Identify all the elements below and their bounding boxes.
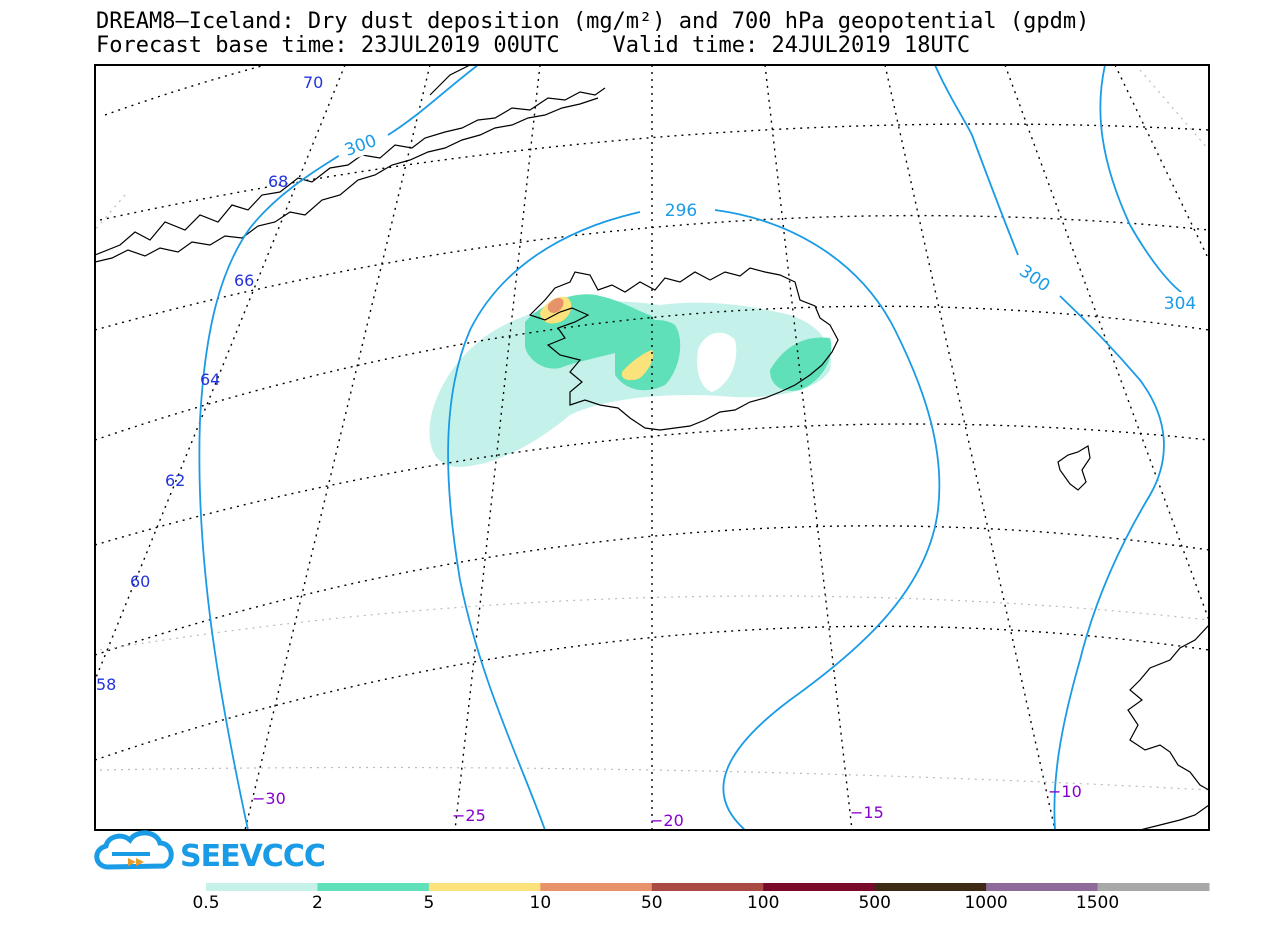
lat-label-64: 64 xyxy=(200,370,220,389)
lat-label-62: 62 xyxy=(165,471,185,490)
contour-label-304: 304 xyxy=(1164,294,1196,314)
legend-label: 5 xyxy=(423,893,434,913)
legend-label: 100 xyxy=(747,893,779,913)
latitude-labels: 70 68 66 64 62 60 58 xyxy=(96,73,323,694)
cloud-logo-icon xyxy=(94,830,174,870)
lon-label-minus15: −15 xyxy=(850,803,884,822)
legend-label: 1000 xyxy=(964,893,1007,913)
map-area xyxy=(95,65,1209,830)
legend-swatch xyxy=(540,883,653,891)
contour-300-east xyxy=(934,65,1165,830)
legend-swatch xyxy=(206,883,318,891)
contour-304 xyxy=(1099,65,1186,296)
geopotential-contours xyxy=(198,65,1186,830)
legend-swatch xyxy=(651,883,764,891)
lon-label-minus10: −10 xyxy=(1048,782,1082,801)
legend-label: 10 xyxy=(530,893,552,913)
legend-swatch xyxy=(874,883,987,891)
coastlines xyxy=(95,65,1209,830)
norway-coast xyxy=(1127,624,1209,791)
faroe-coast xyxy=(1057,445,1091,491)
lon-label-minus25: −25 xyxy=(452,806,486,825)
legend-label: 50 xyxy=(641,893,663,913)
legend-label: 0.5 xyxy=(192,893,219,913)
iceland-coast xyxy=(528,267,839,431)
color-legend: 0.5 2 5 10 50 100 500 1000 1500 xyxy=(192,883,1210,913)
longitude-labels: −30 −25 −20 −15 −10 xyxy=(252,782,1082,830)
contour-300-west xyxy=(198,65,479,830)
lat-label-58: 58 xyxy=(96,675,116,694)
lon-label-minus20: −20 xyxy=(650,811,684,830)
legend-label: 2 xyxy=(312,893,323,913)
legend-label: 500 xyxy=(858,893,890,913)
map-subtitle: Forecast base time: 23JUL2019 00UTC Vali… xyxy=(96,33,971,58)
lat-label-70: 70 xyxy=(303,73,323,92)
greenland-coast xyxy=(95,87,606,256)
lat-label-60: 60 xyxy=(130,572,150,591)
lon-label-minus30: −30 xyxy=(252,789,286,808)
map-title: DREAM8—Iceland: Dry dust deposition (mg/… xyxy=(96,9,1090,34)
legend-swatch xyxy=(1097,883,1210,891)
contour-label-296: 296 xyxy=(665,201,697,221)
lat-label-68: 68 xyxy=(268,172,288,191)
seevccc-logo: SEEVCCC xyxy=(94,830,326,874)
legend-swatch xyxy=(317,883,430,891)
legend-label: 1500 xyxy=(1076,893,1119,913)
lat-label-66: 66 xyxy=(234,271,254,290)
contour-296 xyxy=(447,209,941,830)
logo-text: SEEVCCC xyxy=(180,839,325,874)
legend-swatch xyxy=(428,883,541,891)
legend-swatch xyxy=(986,883,1099,891)
map-frame xyxy=(94,64,1210,831)
legend-swatch xyxy=(763,883,876,891)
